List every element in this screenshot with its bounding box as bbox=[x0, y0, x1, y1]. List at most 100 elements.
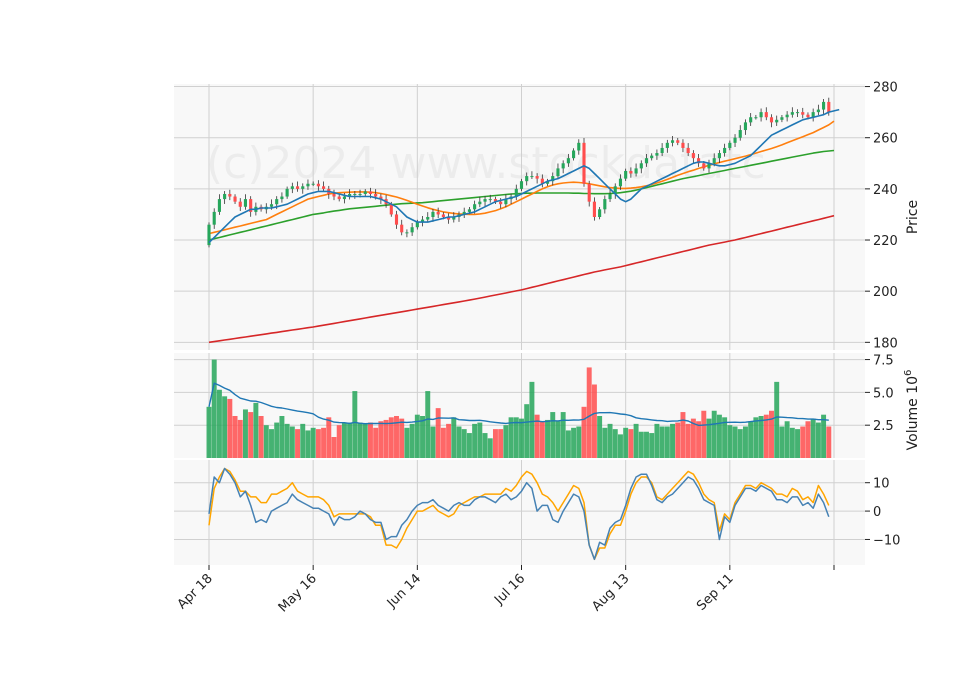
volume-bar bbox=[508, 417, 514, 458]
volume-bar bbox=[394, 416, 399, 458]
volume-bar bbox=[232, 416, 238, 458]
volume-bar bbox=[435, 408, 441, 458]
candle-body bbox=[337, 196, 341, 200]
volume-bar bbox=[633, 423, 639, 458]
candle bbox=[790, 107, 794, 118]
candle bbox=[618, 174, 623, 190]
volume-bar bbox=[576, 426, 582, 458]
candle-body bbox=[452, 217, 456, 220]
candle bbox=[348, 189, 352, 200]
candle-body bbox=[723, 147, 727, 154]
candle-body bbox=[827, 101, 831, 113]
candle bbox=[212, 208, 216, 229]
candle-body bbox=[493, 199, 498, 202]
candle bbox=[598, 207, 602, 220]
candle bbox=[717, 150, 721, 164]
volume-bar bbox=[388, 417, 394, 458]
candle bbox=[223, 191, 227, 204]
candle-body bbox=[228, 193, 232, 197]
candle-body bbox=[295, 186, 300, 189]
candle-body bbox=[483, 199, 487, 202]
candle bbox=[514, 184, 518, 201]
volume-bar bbox=[690, 418, 696, 458]
volume-bar bbox=[357, 422, 363, 458]
candle bbox=[217, 194, 221, 215]
candle bbox=[686, 143, 690, 156]
candle-body bbox=[545, 181, 550, 184]
candle-body bbox=[316, 183, 320, 187]
candle-body bbox=[410, 227, 414, 233]
candle-body bbox=[608, 193, 612, 200]
candle-body bbox=[780, 117, 784, 120]
candle bbox=[816, 104, 820, 116]
candle-body bbox=[379, 196, 383, 200]
candle-body bbox=[712, 158, 716, 164]
volume-bar bbox=[216, 389, 222, 458]
candle-body bbox=[598, 209, 602, 217]
candle bbox=[353, 191, 357, 199]
volume-bar bbox=[399, 418, 405, 458]
candle-body bbox=[431, 211, 435, 217]
candle bbox=[280, 192, 284, 203]
candle bbox=[785, 111, 789, 122]
oscillator-main-line bbox=[208, 467, 830, 561]
candle-body bbox=[697, 158, 701, 164]
candle-body bbox=[717, 153, 721, 159]
candle bbox=[545, 178, 550, 187]
candle-body bbox=[332, 193, 336, 197]
candle bbox=[733, 134, 737, 148]
candle-body bbox=[212, 211, 216, 225]
candle bbox=[420, 215, 425, 227]
volume-bar bbox=[310, 427, 316, 458]
volume-axis-tick-label: 5.0 bbox=[873, 386, 894, 401]
volume-bar bbox=[727, 425, 733, 458]
candle bbox=[504, 194, 508, 208]
candle-body bbox=[243, 199, 248, 207]
volume-bar bbox=[519, 418, 524, 458]
volume-bar bbox=[451, 417, 457, 458]
volume-bar bbox=[644, 431, 649, 458]
candle bbox=[332, 189, 336, 201]
candle bbox=[400, 219, 404, 236]
x-tick-label: Sep 11 bbox=[694, 571, 737, 614]
candle-body bbox=[285, 188, 289, 197]
volume-bar bbox=[222, 396, 228, 458]
volume-bar bbox=[742, 426, 748, 458]
candle-body bbox=[374, 193, 378, 197]
candle-body bbox=[389, 204, 393, 215]
candle-body bbox=[290, 186, 294, 189]
candle bbox=[488, 194, 492, 203]
candle-body bbox=[572, 150, 576, 159]
volume-axis-title-exponent: 6 bbox=[903, 370, 914, 376]
candle-body bbox=[644, 158, 649, 164]
volume-bar bbox=[409, 423, 415, 458]
candle-body bbox=[368, 191, 373, 194]
candle-body bbox=[478, 201, 482, 205]
candle-body bbox=[217, 199, 221, 212]
volume-bar bbox=[748, 421, 754, 458]
volume-bar bbox=[779, 426, 785, 458]
candle-body bbox=[556, 168, 560, 177]
x-tick-label: Jun 14 bbox=[384, 571, 424, 611]
volume-bar bbox=[263, 425, 269, 458]
x-tick-label: May 16 bbox=[276, 571, 320, 615]
volume-bar bbox=[545, 419, 551, 458]
candle-body bbox=[681, 142, 685, 148]
candle bbox=[728, 140, 732, 151]
candle bbox=[629, 167, 633, 178]
volume-bar bbox=[253, 402, 259, 458]
candle-body bbox=[514, 188, 518, 197]
volume-bar bbox=[758, 416, 764, 458]
candle-body bbox=[535, 176, 539, 179]
candle-body bbox=[618, 178, 623, 187]
candle bbox=[566, 153, 570, 167]
volume-bar bbox=[565, 430, 571, 458]
candle-body bbox=[353, 193, 357, 195]
candle-body bbox=[577, 142, 581, 151]
candle-body bbox=[676, 140, 680, 143]
candle bbox=[822, 98, 826, 115]
candle bbox=[811, 108, 815, 122]
volume-bar bbox=[352, 391, 358, 458]
